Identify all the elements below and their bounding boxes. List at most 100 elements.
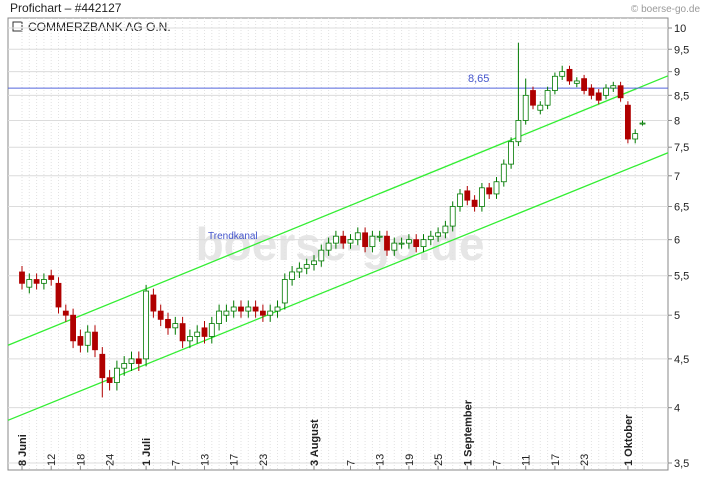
candle-body <box>238 306 244 312</box>
candle-body <box>303 264 310 269</box>
candle-body <box>311 260 317 265</box>
candle-body <box>464 190 471 201</box>
candle-body <box>70 314 76 342</box>
y-tick-label: 3,5 <box>674 458 689 470</box>
candle-body <box>216 310 223 324</box>
candle-body <box>179 323 186 342</box>
x-tick-label: 7 <box>346 460 358 466</box>
x-tick-label: 17 <box>550 454 562 466</box>
x-tick-label: 13 <box>200 454 212 466</box>
candle-body <box>128 358 135 364</box>
x-tick-label: 7 <box>492 460 504 466</box>
candle-body <box>208 323 215 337</box>
y-tick-label: 7 <box>674 171 680 183</box>
candle-body <box>332 235 339 244</box>
legend-box <box>12 21 23 32</box>
x-tick-label: 13 <box>375 454 387 466</box>
candle-body <box>114 367 120 383</box>
y-tick-label: 9,5 <box>674 44 689 56</box>
candle-body <box>245 306 252 312</box>
candle-body <box>471 199 478 207</box>
candle-body <box>632 133 639 140</box>
candle-body <box>457 193 463 207</box>
candle-body <box>603 87 609 96</box>
candle-body <box>26 279 33 288</box>
candle-body <box>617 85 624 99</box>
x-tick-label: 23 <box>579 454 591 466</box>
x-tick-label: 24 <box>105 454 117 466</box>
trendline-label: Trendkanal <box>208 231 258 242</box>
trendline <box>7 75 669 346</box>
candle-body <box>376 235 383 238</box>
candle-body <box>252 306 259 312</box>
candle-body <box>165 318 171 329</box>
candle-body <box>639 122 646 125</box>
candle-body <box>427 235 434 241</box>
y-tick-label: 10 <box>674 23 686 35</box>
x-tick-label: 7 <box>170 460 182 466</box>
x-tick-label: 1 Juli <box>141 438 153 466</box>
candle-body <box>194 331 201 337</box>
candle-body <box>77 336 84 346</box>
candle-body <box>625 104 631 140</box>
candle-body <box>610 85 617 89</box>
candle-body <box>493 181 500 195</box>
candle-body <box>135 358 142 364</box>
x-tick-label: 1 Oktober <box>623 414 635 466</box>
candle-body <box>508 141 515 165</box>
candle-body <box>362 232 369 248</box>
source: © boerse-go.de <box>631 4 701 15</box>
candle-body <box>325 242 332 251</box>
y-tick-label: 9 <box>674 67 680 79</box>
candle-body <box>41 279 47 284</box>
y-tick-label: 8 <box>674 115 680 127</box>
plot-frame <box>7 17 669 471</box>
candle-body <box>186 336 193 342</box>
candle-body <box>62 310 69 316</box>
x-tick-label: 23 <box>258 454 270 466</box>
candle-body <box>537 104 544 111</box>
x-tick-label: 18 <box>75 454 87 466</box>
y-tick-label: 5,5 <box>674 271 689 283</box>
candle-body <box>354 232 361 241</box>
candle-body <box>595 92 602 101</box>
candle-body <box>369 235 376 248</box>
candle-body <box>48 275 55 280</box>
candle-body <box>515 120 522 143</box>
candle-body <box>566 68 573 82</box>
candle-body <box>157 310 164 320</box>
y-tick-label: 7,5 <box>674 142 689 154</box>
y-tick-label: 5 <box>674 310 680 322</box>
candle-body <box>405 239 412 244</box>
candle-body <box>296 267 303 273</box>
x-tick-label: 19 <box>404 454 416 466</box>
candle-body <box>19 271 25 284</box>
candle-body <box>384 235 390 251</box>
y-tick-label: 4 <box>674 403 680 415</box>
candle-body <box>544 90 551 106</box>
hline-label: 8,65 <box>468 73 489 85</box>
x-tick-label: 8 Juni <box>17 434 29 466</box>
candle-body <box>340 235 347 244</box>
candle-body <box>99 353 106 379</box>
candle-body <box>500 163 507 183</box>
candle-body <box>442 225 449 234</box>
candle-body <box>259 310 266 316</box>
candle-body <box>449 206 456 227</box>
candle-body <box>588 87 595 96</box>
candle-body <box>435 232 442 237</box>
candle-body <box>230 306 237 312</box>
candle-body <box>552 75 558 91</box>
candle-body <box>281 279 288 304</box>
y-tick-label: 6 <box>674 235 680 247</box>
candle-body <box>150 294 157 312</box>
candle-body <box>121 363 128 369</box>
x-tick-label: 12 <box>46 454 58 466</box>
y-tick-label: 6,5 <box>674 201 689 213</box>
candle-body <box>530 90 536 106</box>
chart-title: Profichart – #442127 <box>10 1 122 15</box>
candle-body <box>143 290 150 360</box>
candle-body <box>201 327 208 337</box>
x-tick-label: 17 <box>229 454 241 466</box>
